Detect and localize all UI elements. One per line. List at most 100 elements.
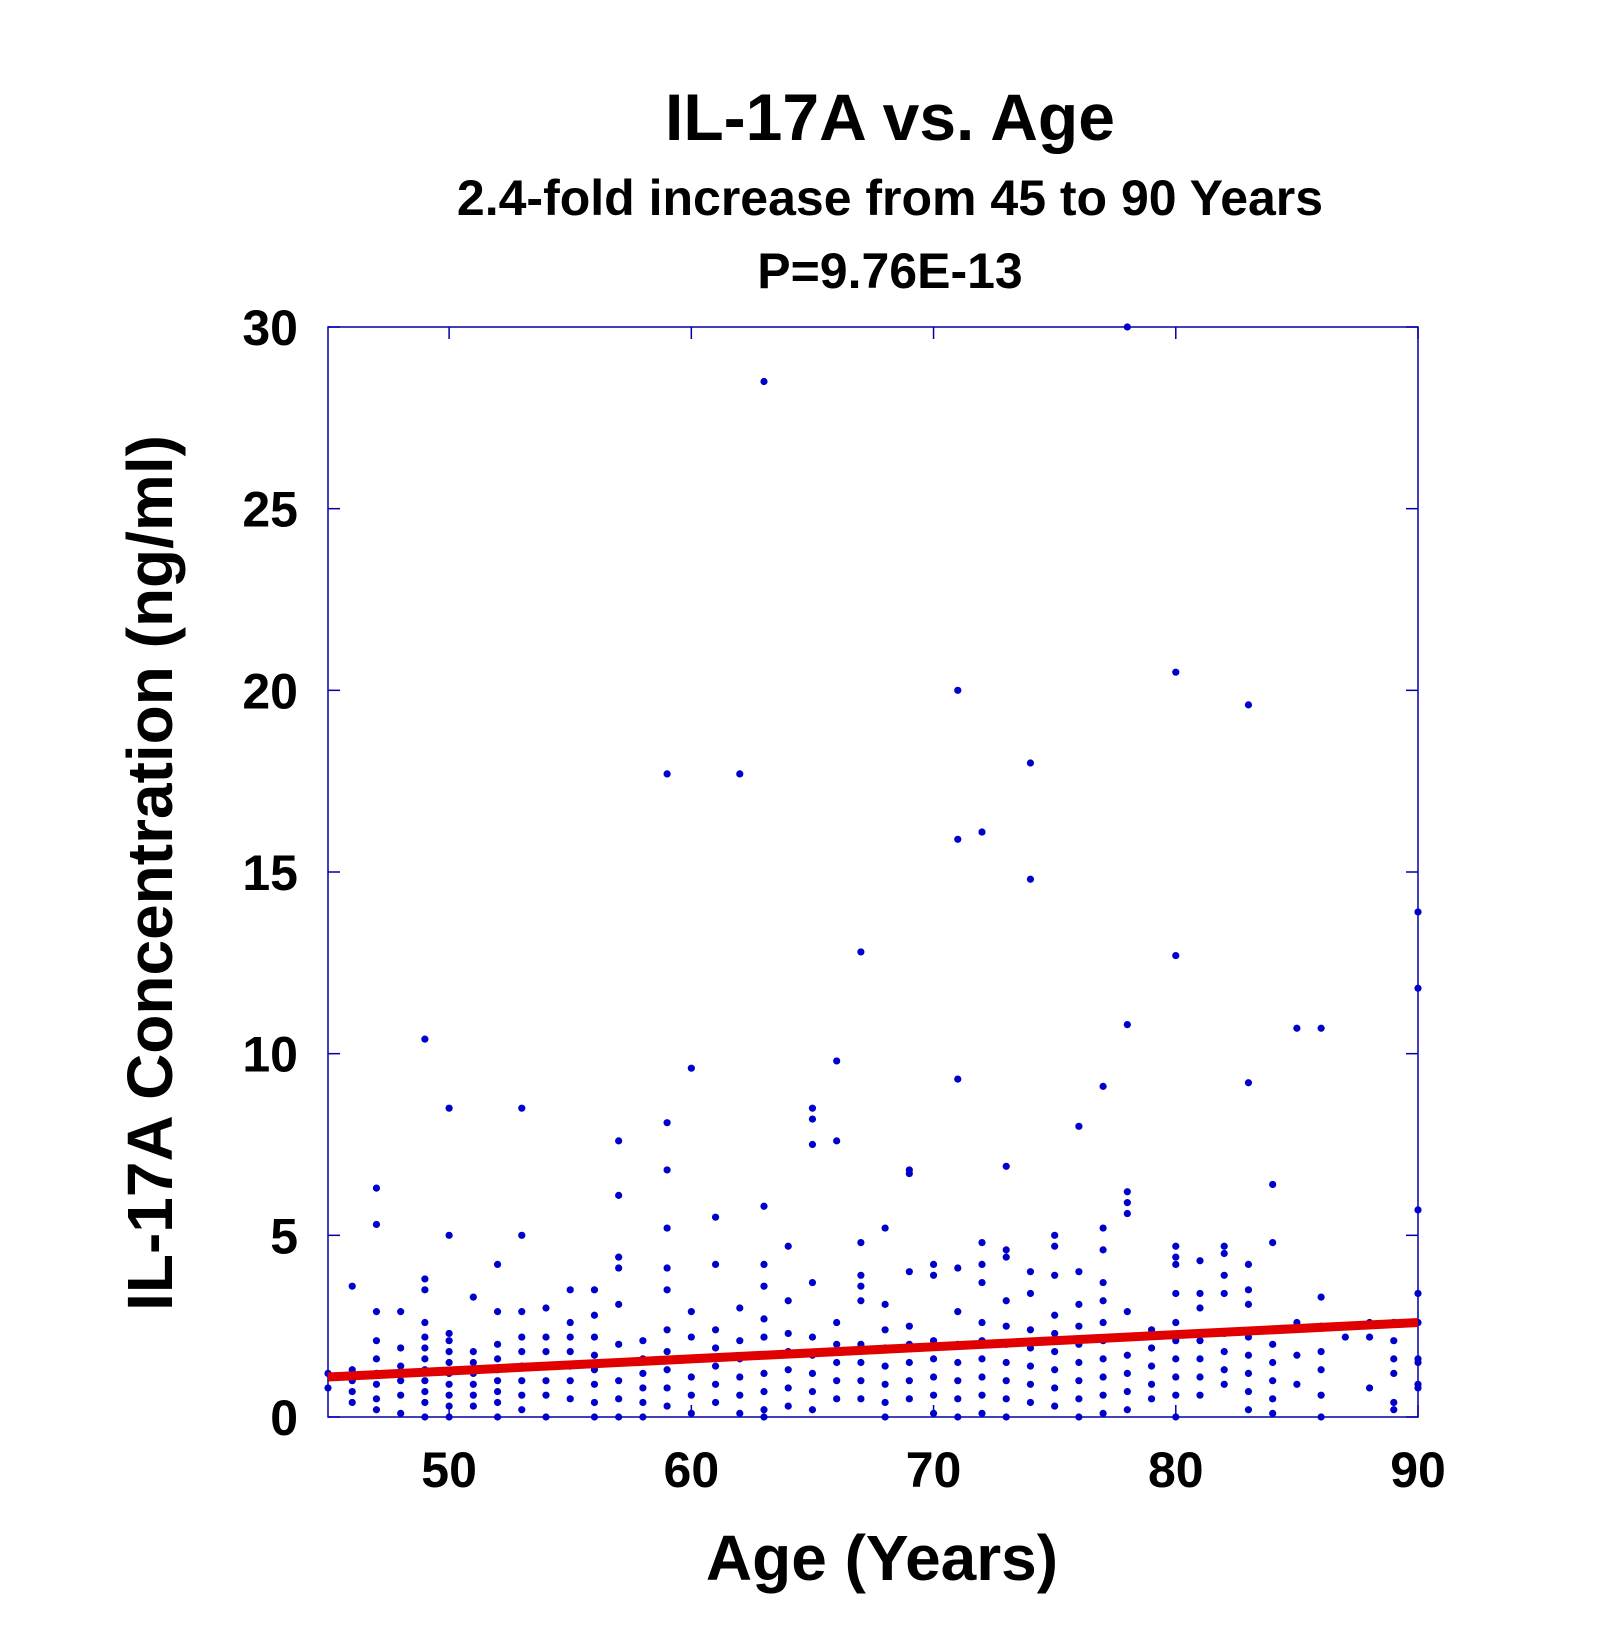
data-point (1244, 1079, 1253, 1087)
data-point (1196, 1355, 1204, 1363)
data-point (445, 1329, 453, 1338)
data-point (1026, 1362, 1035, 1370)
data-point (1172, 1373, 1180, 1381)
data-point (1147, 1362, 1156, 1370)
data-point (1172, 1289, 1180, 1298)
data-point (1390, 1406, 1398, 1414)
data-point (1147, 1380, 1156, 1388)
data-point (711, 1326, 720, 1334)
data-point (1341, 1333, 1349, 1341)
data-point (833, 1057, 841, 1065)
data-point (421, 1035, 429, 1043)
data-point (1075, 1268, 1083, 1276)
data-point (1026, 1326, 1035, 1334)
data-point (1002, 1377, 1010, 1385)
data-point (857, 1377, 865, 1385)
data-point (1123, 1199, 1131, 1207)
data-point (1147, 1344, 1156, 1352)
data-point (881, 1300, 889, 1308)
data-point (1123, 1387, 1131, 1396)
data-point (1172, 1318, 1180, 1327)
data-point (784, 1329, 792, 1338)
data-point (493, 1340, 502, 1348)
data-point (493, 1308, 502, 1316)
data-point (542, 1348, 550, 1356)
data-point (1196, 1337, 1204, 1345)
data-point (1123, 1209, 1131, 1218)
data-point (857, 1271, 865, 1279)
data-point (590, 1311, 599, 1319)
data-points (324, 323, 1422, 1421)
data-point (929, 1373, 938, 1381)
data-point (1051, 1402, 1059, 1410)
data-point (469, 1380, 477, 1388)
data-point (905, 1395, 913, 1403)
data-point (1317, 1391, 1325, 1399)
data-point (469, 1358, 477, 1367)
data-point (1196, 1304, 1204, 1312)
data-point (857, 948, 865, 956)
data-point (397, 1362, 405, 1370)
data-point (929, 1355, 938, 1363)
data-point (397, 1409, 405, 1417)
data-point (445, 1348, 453, 1356)
data-point (1026, 1398, 1035, 1407)
trend-line (327, 1318, 1419, 1382)
y-tick-label: 20 (242, 663, 298, 719)
data-point (518, 1348, 526, 1356)
data-point (711, 1380, 720, 1388)
data-point (905, 1377, 913, 1385)
data-point (1075, 1322, 1083, 1330)
data-point (1075, 1377, 1083, 1385)
data-point (1172, 1242, 1180, 1250)
data-point (615, 1137, 623, 1145)
data-point (954, 1395, 962, 1403)
data-point (542, 1377, 550, 1385)
data-point (518, 1333, 526, 1341)
data-point (833, 1340, 841, 1348)
data-point (1244, 1351, 1253, 1359)
data-point (833, 1318, 841, 1327)
data-point (639, 1384, 647, 1392)
data-point (954, 686, 962, 694)
data-point (590, 1351, 599, 1359)
data-point (954, 835, 962, 843)
data-point (1099, 1409, 1107, 1417)
y-tick-label: 0 (270, 1390, 298, 1446)
data-point (1026, 875, 1035, 883)
data-point (1220, 1366, 1228, 1374)
data-point (1099, 1224, 1107, 1232)
data-point (1244, 1300, 1253, 1308)
data-point (1172, 1355, 1180, 1363)
data-point (954, 1358, 962, 1367)
data-point (639, 1369, 647, 1377)
data-point (1269, 1377, 1277, 1385)
data-point (1244, 1286, 1253, 1294)
x-tick-label: 50 (421, 1442, 477, 1498)
y-tick-label: 15 (242, 845, 298, 901)
data-point (760, 1413, 768, 1421)
data-point (760, 1369, 768, 1377)
data-point (445, 1358, 453, 1367)
x-tick-label: 90 (1390, 1442, 1446, 1498)
data-point (711, 1260, 720, 1268)
data-point (445, 1413, 453, 1421)
data-point (566, 1377, 574, 1385)
data-point (493, 1355, 502, 1363)
data-point (372, 1355, 381, 1363)
data-point (1317, 1024, 1325, 1032)
data-point (421, 1275, 429, 1283)
data-point (881, 1224, 889, 1232)
data-point (518, 1391, 526, 1399)
data-point (1123, 1308, 1131, 1316)
data-point (663, 1384, 671, 1392)
data-point (1099, 1297, 1107, 1305)
data-point (784, 1242, 792, 1250)
data-point (857, 1297, 865, 1305)
data-point (1317, 1348, 1325, 1356)
data-point (615, 1377, 623, 1385)
data-point (760, 1260, 768, 1268)
chart-title: IL-17A vs. Age (665, 80, 1115, 154)
data-point (590, 1333, 599, 1341)
data-point (1414, 984, 1422, 992)
